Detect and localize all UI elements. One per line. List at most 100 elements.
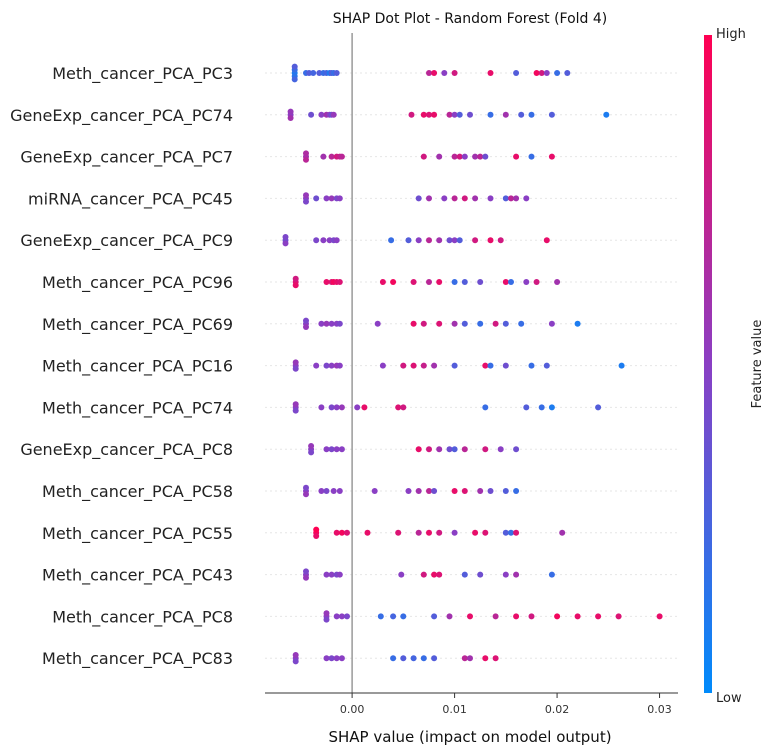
data-point (420, 571, 427, 578)
feature-label: miRNA_cancer_PCA_PC45 (28, 189, 233, 209)
data-point (528, 111, 535, 118)
data-point (436, 571, 443, 578)
feature-label: Meth_cancer_PCA_PC8 (52, 607, 233, 627)
feature-label: Meth_cancer_PCA_PC58 (42, 482, 233, 502)
data-point (328, 571, 335, 578)
data-point (487, 362, 494, 369)
data-point (292, 275, 299, 282)
feature-label: GeneExp_cancer_PCA_PC8 (20, 440, 233, 460)
data-point (303, 192, 309, 199)
data-point (333, 655, 340, 662)
data-point (441, 70, 448, 76)
data-point (292, 401, 299, 408)
data-point (456, 153, 463, 160)
data-point (477, 320, 484, 327)
colorbar (704, 35, 712, 693)
data-point (513, 153, 520, 160)
data-point (303, 574, 309, 581)
data-point (338, 404, 345, 411)
data-point (431, 613, 438, 620)
data-point (426, 488, 432, 494)
data-point (361, 404, 368, 411)
data-point (451, 488, 458, 494)
data-point (564, 70, 571, 76)
data-point (308, 111, 315, 118)
data-point (451, 279, 458, 285)
data-point (323, 279, 330, 285)
data-points (282, 63, 663, 665)
data-point (446, 613, 453, 620)
data-point (487, 195, 494, 202)
data-point (323, 362, 330, 369)
data-point (431, 362, 438, 369)
data-point (344, 529, 350, 536)
data-point (426, 70, 432, 76)
data-point (313, 237, 320, 244)
data-point (330, 488, 337, 494)
data-point (328, 446, 335, 453)
data-point (313, 533, 320, 539)
data-point (482, 446, 489, 453)
data-point (330, 111, 337, 118)
data-point (656, 613, 663, 620)
chart-title: SHAP Dot Plot - Random Forest (Fold 4) (333, 11, 608, 27)
data-point (574, 613, 581, 620)
data-point (338, 153, 345, 160)
data-point (415, 529, 422, 536)
data-point (338, 529, 345, 536)
data-point (431, 488, 438, 494)
data-point (323, 571, 330, 578)
data-point (618, 362, 625, 369)
data-point (338, 446, 345, 453)
data-point (303, 484, 309, 491)
colorbar-low-label: Low (716, 691, 742, 706)
data-point (451, 529, 458, 536)
data-point (451, 153, 458, 160)
data-point (482, 362, 489, 369)
data-point (318, 488, 325, 494)
data-point (400, 404, 407, 411)
data-point (303, 156, 309, 163)
data-point (436, 237, 443, 244)
data-point (487, 237, 494, 244)
data-point (420, 153, 427, 160)
data-point (431, 70, 438, 76)
data-point (426, 195, 432, 202)
data-point (446, 111, 453, 118)
data-point (492, 320, 499, 327)
data-point (548, 320, 555, 327)
data-point (472, 195, 479, 202)
data-point (559, 529, 566, 536)
data-point (461, 279, 468, 285)
data-point (308, 449, 315, 456)
data-point (451, 237, 458, 244)
data-point (390, 613, 397, 620)
data-point (336, 195, 343, 202)
data-point (446, 446, 453, 453)
x-ticks: 0.00 0.01 0.02 0.03 (340, 693, 672, 716)
data-point (333, 446, 340, 453)
x-tick-label: 0.03 (647, 703, 672, 716)
data-point (518, 320, 525, 327)
data-point (333, 237, 340, 244)
data-point (431, 571, 438, 578)
data-point (615, 613, 622, 620)
data-point (431, 655, 438, 662)
data-point (548, 404, 555, 411)
data-point (461, 655, 468, 662)
data-point (291, 76, 298, 83)
data-point (523, 195, 530, 202)
data-point (538, 404, 545, 411)
data-point (318, 320, 325, 327)
feature-labels: Meth_cancer_PCA_PC3 GeneExp_cancer_PCA_PC… (10, 64, 233, 669)
feature-label: Meth_cancer_PCA_PC16 (42, 357, 233, 377)
data-point (431, 111, 438, 118)
data-point (333, 529, 340, 536)
data-point (292, 282, 299, 289)
feature-label: Meth_cancer_PCA_PC3 (52, 64, 233, 84)
data-point (336, 279, 343, 285)
data-point (420, 320, 427, 327)
data-point (292, 407, 299, 414)
data-point (523, 279, 530, 285)
data-point (328, 320, 335, 327)
